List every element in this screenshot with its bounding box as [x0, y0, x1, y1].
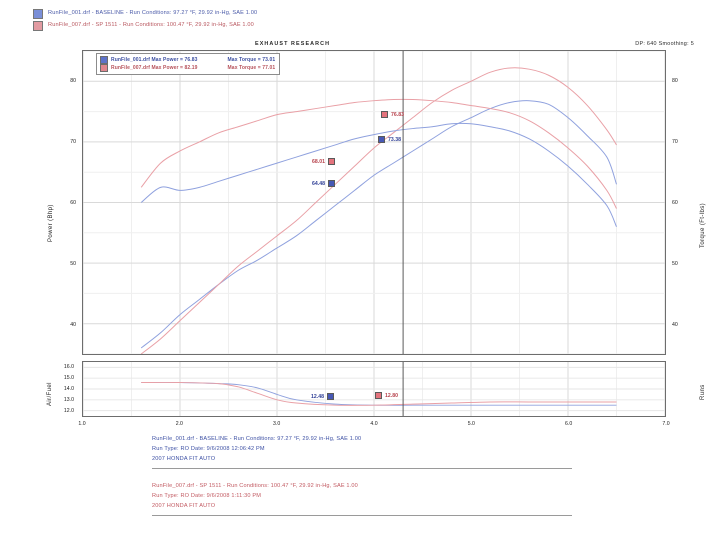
legend-torque-baseline: Max Torque = 73.01 [227, 57, 276, 63]
torque-tick-70: 70 [672, 138, 678, 145]
callout-marker-red [375, 392, 382, 399]
callout-afr-blue[interactable]: 12.48 [311, 393, 334, 400]
callout-torque-blue[interactable]: 64.48 [312, 180, 335, 187]
afr-tick-12.0: 12.0 [63, 408, 74, 415]
callout-marker-red [327, 158, 335, 165]
run-color-swatch-blue [33, 8, 43, 19]
callout-marker-blue [378, 136, 385, 143]
rpm-tick-5.0: 5.0 [467, 421, 475, 427]
top-run-row-sp1511: RunFile_007.drf - SP 1511 - Run Conditio… [33, 20, 693, 31]
divider [152, 468, 572, 469]
callout-value-power-red: 76.83 [391, 111, 404, 118]
legend-torque-sp1511: Max Torque = 77.01 [227, 65, 276, 71]
legend-row-baseline: RunFile_001.drf Max Power = 76.83 Max To… [100, 56, 275, 64]
afr-tick-13.0: 13.0 [63, 397, 74, 404]
callout-marker-blue [326, 393, 334, 400]
plot-legend[interactable]: RunFile_001.drf Max Power = 76.83 Max To… [96, 53, 281, 75]
legend-power-sp1511: Max Power = 82.19 [151, 65, 198, 71]
top-run-label-baseline: RunFile_001.drf - BASELINE - Run Conditi… [48, 10, 258, 16]
afr-axis-title: Air/Fuel [47, 382, 53, 406]
afr-tick-16.0: 16.0 [63, 363, 74, 370]
curve-1 [140, 67, 617, 354]
legend-swatch-red [100, 64, 108, 72]
runs-axis-title: Runs [700, 384, 706, 400]
plot-curves [140, 67, 617, 354]
rpm-tick-6.0: 6.0 [565, 421, 573, 427]
chart-header: EXHAUST RESEARCH DP: 640 Smoothing: 5 [60, 39, 700, 51]
legend-power-baseline: Max Power = 76.83 [151, 57, 198, 63]
rpm-tick-7.0: 7.0 [662, 421, 670, 427]
divider [152, 515, 572, 516]
afr-curve-1 [141, 381, 617, 406]
torque-tick-40: 40 [672, 321, 678, 328]
torque-tick-80: 80 [672, 77, 678, 84]
top-run-row-baseline: RunFile_001.drf - BASELINE - Run Conditi… [33, 8, 693, 19]
power-tick-50: 50 [70, 260, 76, 267]
power-axis-title: Power (Bhp) [48, 204, 54, 242]
legend-swatch-blue [100, 56, 108, 64]
afr-gridlines [83, 362, 665, 416]
callout-torque-red[interactable]: 68.01 [312, 158, 335, 165]
run-detail-line-1: RunFile_001.drf - BASELINE - Run Conditi… [152, 436, 362, 442]
main-plot-area[interactable] [82, 50, 666, 355]
curve-3 [140, 98, 617, 209]
callout-value-torque-red: 68.01 [312, 158, 325, 165]
power-tick-60: 60 [70, 199, 76, 206]
run-detail-line-1: RunFile_007.drf - SP 1511 - Run Conditio… [152, 483, 358, 489]
top-run-summary: RunFile_001.drf - BASELINE - Run Conditi… [33, 8, 693, 32]
run-detail-line-2: Run Type: RO Date: 9/6/2008 12:06:42 PM [152, 446, 265, 452]
afr-tick-14.0: 14.0 [63, 386, 74, 392]
callout-marker-red [381, 111, 388, 118]
power-tick-80: 80 [70, 77, 76, 84]
callout-value-torque-blue: 64.48 [312, 180, 325, 187]
run-details-baseline: RunFile_001.drf - BASELINE - Run Conditi… [152, 434, 572, 469]
torque-tick-60: 60 [672, 199, 678, 206]
power-tick-40: 40 [70, 321, 76, 328]
page-title: EXHAUST RESEARCH [255, 41, 331, 47]
run-detail-line-2: Run Type: RO Date: 9/6/2008 1:11:30 PM [152, 493, 262, 499]
legend-row-sp1511: RunFile_007.drf Max Power = 82.19 Max To… [100, 64, 275, 72]
power-tick-70: 70 [70, 138, 76, 145]
rpm-tick-2.0: 2.0 [175, 421, 183, 427]
curve-2 [140, 122, 617, 227]
power-torque-plot-svg [83, 51, 665, 354]
chart-settings-label: DP: 640 Smoothing: 5 [635, 41, 694, 47]
run-detail-line-3: 2007 HONDA FIT AUTO [152, 456, 216, 462]
legend-run-baseline: RunFile_001.drf [111, 57, 151, 63]
afr-plot-area[interactable] [82, 361, 666, 417]
callout-marker-blue [327, 180, 335, 187]
callout-value-afr-blue: 12.48 [311, 393, 324, 400]
plot-gridlines [83, 51, 665, 354]
legend-run-sp1511: RunFile_007.drf [111, 65, 151, 71]
torque-tick-50: 50 [672, 260, 678, 267]
top-run-label-sp1511: RunFile_007.drf - SP 1511 - Run Conditio… [48, 22, 254, 28]
afr-tick-15.0: 15.0 [63, 374, 74, 381]
afr-plot-svg [83, 362, 665, 416]
rpm-tick-3.0: 3.0 [273, 421, 281, 427]
run-details-sp1511: RunFile_007.drf - SP 1511 - Run Conditio… [152, 481, 572, 516]
run-color-swatch-red [33, 20, 43, 31]
callout-value-afr-red: 12.80 [385, 392, 398, 399]
torque-axis-title: Torque (Ft-lbs) [700, 202, 706, 248]
callout-max-power-blue[interactable]: 73.38 [378, 136, 401, 143]
afr-curves [141, 381, 617, 406]
rpm-tick-4.0: 4.0 [370, 421, 378, 427]
callout-max-power-red[interactable]: 76.83 [381, 111, 404, 118]
callout-value-power-blue: 73.38 [388, 136, 401, 143]
run-detail-line-3: 2007 HONDA FIT AUTO [152, 503, 216, 509]
callout-afr-red[interactable]: 12.80 [375, 392, 398, 399]
rpm-tick-1.0: 1.0 [78, 421, 86, 427]
